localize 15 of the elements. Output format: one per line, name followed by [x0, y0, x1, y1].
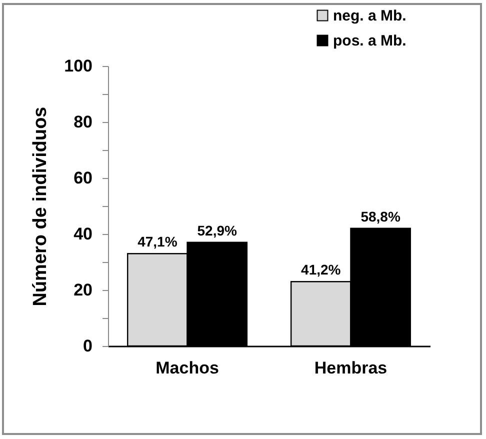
legend-label: pos. a Mb.	[333, 32, 406, 50]
x-tick-label: Machos	[156, 358, 219, 378]
annotation: 47,1%	[138, 234, 178, 250]
y-tick-label: 40	[74, 224, 92, 244]
y-axis-title: Número de individuos	[30, 106, 52, 306]
y-tick-label: 80	[74, 112, 92, 132]
annotation: 58,8%	[360, 208, 401, 224]
legend-label: neg. a Mb.	[333, 8, 406, 24]
x-tick-label: Hembras	[314, 358, 388, 378]
y-tick-label: 0	[83, 336, 92, 356]
y-tick-label: 100	[64, 56, 92, 76]
annotation: 41,2%	[301, 262, 342, 278]
annotation: 52,9%	[197, 222, 238, 238]
y-tick-label: 60	[74, 168, 92, 188]
y-tick-label: 20	[74, 280, 92, 300]
